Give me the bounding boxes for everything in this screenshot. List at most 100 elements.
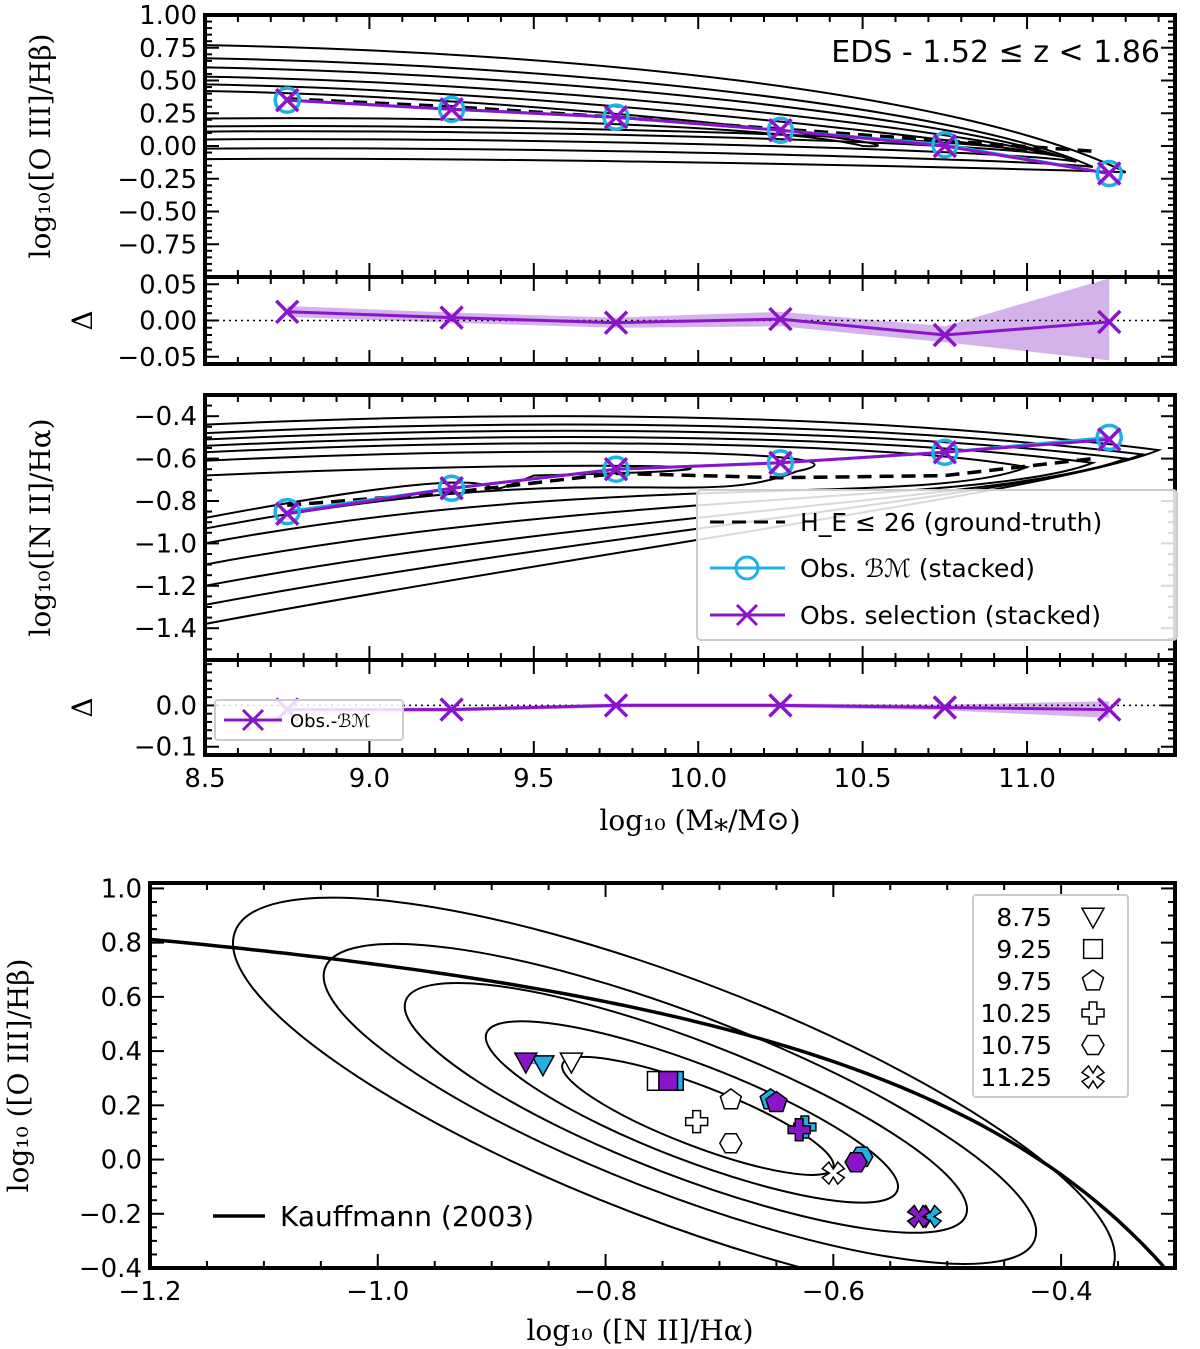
y-tick-label: −0.2 xyxy=(79,1200,142,1230)
delta-point xyxy=(932,695,958,720)
density-contours xyxy=(204,415,1163,625)
selection-point xyxy=(932,440,958,465)
bm-point xyxy=(273,497,301,526)
legend-selection-swatch-marker xyxy=(735,603,759,627)
panel-delta-n2ha: 0.0 −0.1 Δ 8.5 9.0 9.5 10.0 10.5 11.0 xyxy=(66,658,1177,794)
bm-point xyxy=(1095,423,1123,452)
contour-line xyxy=(204,83,1028,153)
y-tick-label: 0.0 xyxy=(156,691,197,721)
delta-point xyxy=(603,310,629,335)
panel-bpt-diagram: −1.2 −1.0 −0.8 −0.6 −0.4 1.0 0.8 0.6 0.4 0.2 0.0 −0… xyxy=(2,874,1177,1307)
legend-bin-label: 11.25 xyxy=(980,1063,1052,1092)
y-tick-label: 0.25 xyxy=(139,99,197,129)
contour-line xyxy=(204,436,1097,566)
bm-point xyxy=(766,449,795,477)
y-tick-label: −0.6 xyxy=(134,445,197,475)
y-tick-label: 1.00 xyxy=(139,1,197,31)
selection-point xyxy=(1097,161,1122,186)
y-axis-label: Δ xyxy=(66,310,99,330)
x-tick-label: 9.5 xyxy=(513,764,554,794)
selection-line xyxy=(286,438,1110,516)
legend-bin-label: 9.75 xyxy=(996,967,1052,996)
plot-frame xyxy=(203,275,1177,366)
x-tick-label: 10.0 xyxy=(669,764,727,794)
bm-point xyxy=(931,438,959,466)
panel-delta-o3hb: 0.05 0.00 −0.05 Δ xyxy=(66,270,1177,373)
contour-line xyxy=(204,89,879,148)
y-axis-label: log₁₀([O III]/Hβ) xyxy=(24,34,57,259)
ground-truth-marker xyxy=(719,1087,743,1110)
legend-bin-label: 10.25 xyxy=(980,999,1052,1028)
x-tick-label: −0.6 xyxy=(802,1277,865,1307)
selection-point xyxy=(932,133,958,159)
legend-selection-label: Obs. selection (stacked) xyxy=(800,601,1101,630)
bm-point xyxy=(602,103,630,131)
legend-bin-marker xyxy=(1082,938,1104,960)
selection-marker xyxy=(513,1052,539,1075)
ground-truth-line xyxy=(287,456,1093,507)
selection-point xyxy=(439,476,464,501)
legend-kauffmann-label: Kauffmann (2003) xyxy=(280,1200,534,1233)
x-tick-label: 8.5 xyxy=(184,764,225,794)
x-tick-label: −1.2 xyxy=(118,1277,181,1307)
legend-bin-label: 10.75 xyxy=(980,1031,1052,1060)
legend-ground-truth-label: H_E ≤ 26 (ground-truth) xyxy=(800,508,1102,537)
y-tick-label: 0.8 xyxy=(101,929,142,959)
contour-line xyxy=(204,450,816,530)
bm-marker xyxy=(530,1055,556,1078)
y-tick-label: −0.25 xyxy=(117,165,197,195)
contour-line xyxy=(204,44,1127,174)
delta-point xyxy=(932,322,958,348)
delta-point xyxy=(274,299,300,325)
y-tick-label: −1.4 xyxy=(134,614,197,644)
selection-point xyxy=(603,104,629,130)
selection-line xyxy=(287,98,1110,175)
legend-delta-swatch-marker xyxy=(241,708,265,732)
selection-point xyxy=(768,450,793,476)
ground-truth-marker xyxy=(718,1133,743,1154)
legend-mass-bins: 8.75 9.25 9.75 10.25 10.75 11.25 xyxy=(972,894,1129,1098)
x-tick-label: −1.0 xyxy=(346,1277,409,1307)
xlabel-n2ha: log₁₀ ([N II]/Hα) xyxy=(526,1314,753,1347)
delta-line xyxy=(287,310,1110,337)
selection-marker xyxy=(658,1070,679,1092)
delta-line xyxy=(287,703,1110,712)
selection-point xyxy=(274,501,300,526)
y-axis-label: Δ xyxy=(66,697,99,717)
contour-line xyxy=(204,66,1077,163)
ground-truth-line xyxy=(287,97,1093,153)
selection-point xyxy=(768,118,793,143)
kauffmann-curve xyxy=(150,937,1165,1268)
contour-line xyxy=(322,942,1038,1265)
x-tick-label: −0.8 xyxy=(574,1277,637,1307)
y-tick-label: 0.75 xyxy=(139,34,197,64)
x-tick-label: 10.5 xyxy=(834,764,892,794)
y-tick-label: 0.6 xyxy=(101,983,142,1013)
y-tick-label: 0.0 xyxy=(101,1146,142,1176)
legend-bm-swatch-marker xyxy=(734,555,760,581)
legend-delta: Obs.-ℬℳ xyxy=(214,699,404,741)
y-tick-label: −0.05 xyxy=(117,343,197,373)
legend-bin-label: 9.25 xyxy=(996,935,1052,964)
selection-point xyxy=(603,456,629,482)
bm-point xyxy=(931,130,959,159)
y-tick-label: −0.50 xyxy=(117,198,197,228)
bm-point xyxy=(437,474,466,503)
density-contours xyxy=(204,44,1127,174)
y-tick-label: 0.2 xyxy=(101,1091,142,1121)
bm-point xyxy=(273,86,301,114)
y-tick-label: −0.1 xyxy=(134,733,197,763)
contour-line xyxy=(484,1020,899,1204)
y-axis-label: log₁₀ ([O III]/Hβ) xyxy=(2,959,35,1193)
delta-point xyxy=(603,693,629,718)
xlabel-mass: log₁₀ (M⁎/M⊙) xyxy=(599,804,800,837)
legend-bin-marker xyxy=(1081,1001,1105,1025)
legend-bin-marker xyxy=(1080,907,1106,930)
bpt-plot-area xyxy=(150,896,1165,1268)
legend-bin-marker xyxy=(1080,1064,1106,1090)
y-tick-label: 0.05 xyxy=(139,270,197,300)
contour-line xyxy=(204,75,1061,158)
contour-line xyxy=(204,442,1031,545)
y-tick-label: −0.75 xyxy=(117,230,197,260)
contour-line xyxy=(204,423,1147,606)
